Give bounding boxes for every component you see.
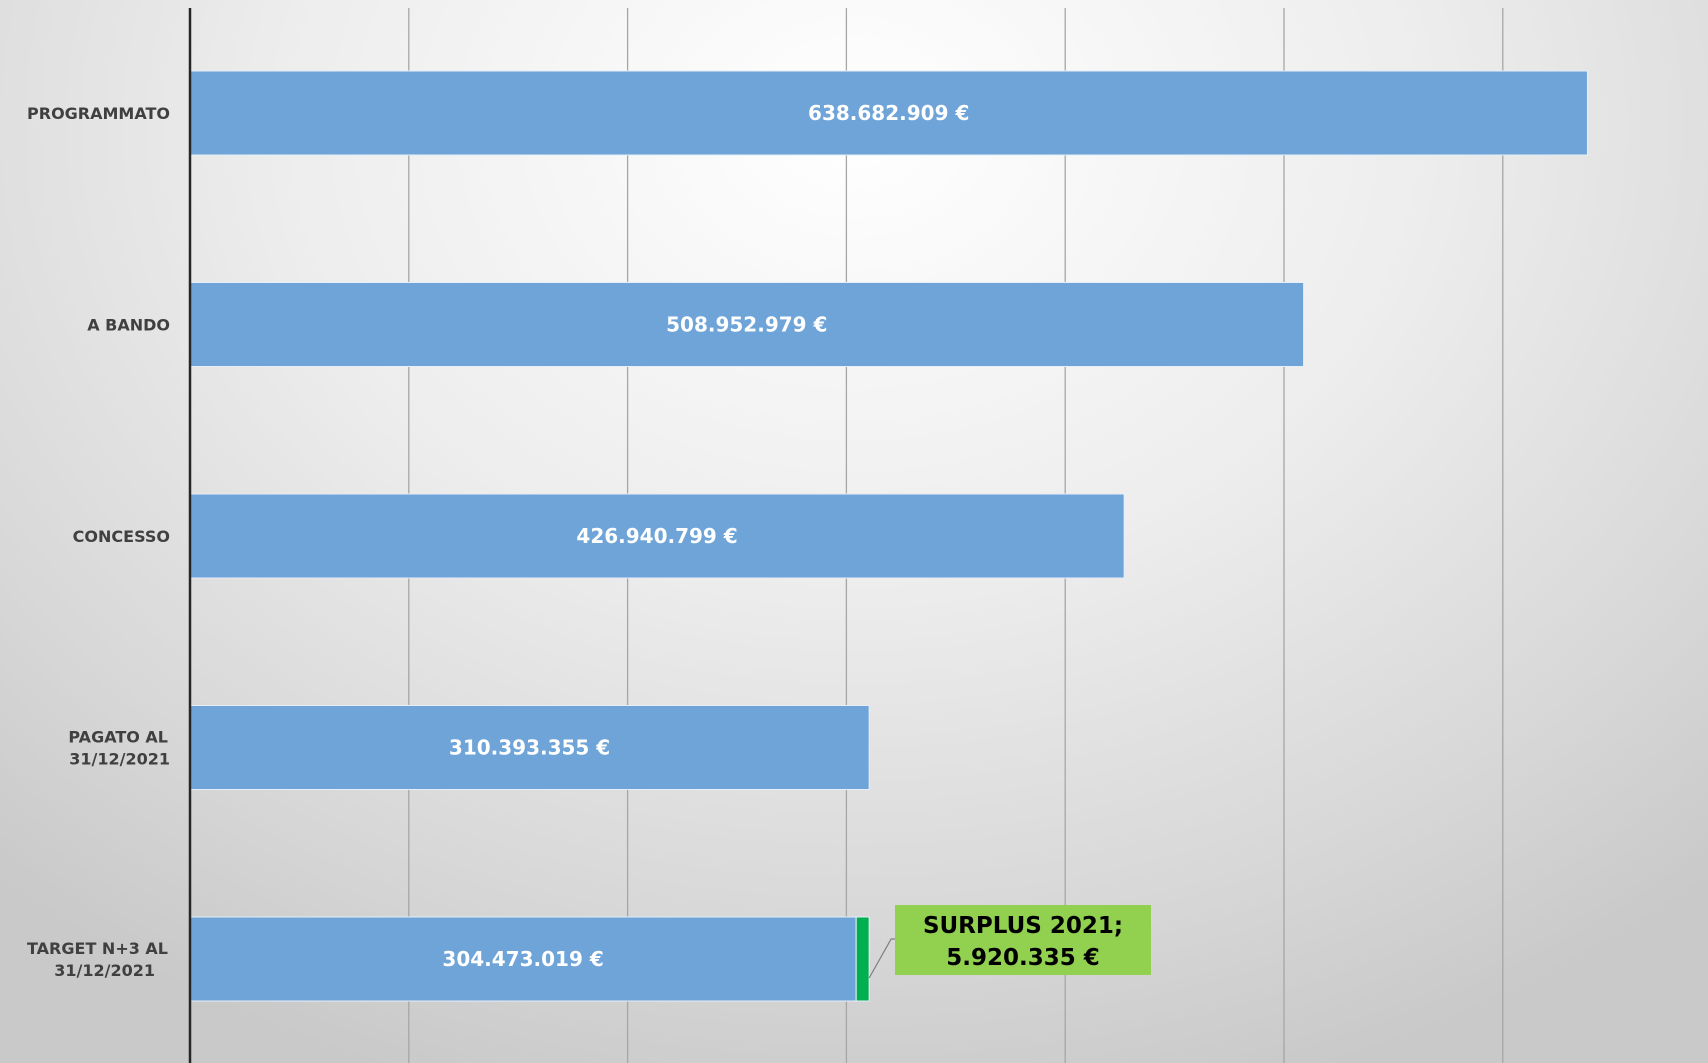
callout-leader-line xyxy=(868,938,895,979)
data-label: 310.393.355 € xyxy=(449,736,610,760)
bar xyxy=(189,282,1305,367)
data-label: 426.940.799 € xyxy=(576,524,737,548)
callout-label: 5.920.335 € xyxy=(946,945,1100,971)
category-label: A BANDO xyxy=(87,316,170,335)
category-label-line: TARGET N+3 AL xyxy=(27,939,168,958)
category-label-line: 31/12/2021 xyxy=(69,750,170,769)
surplus-bar xyxy=(855,916,870,1002)
data-label: 304.473.019 € xyxy=(442,947,603,971)
bar xyxy=(189,916,857,1002)
category-label: TARGET N+3 AL 31/12/2021 xyxy=(27,939,168,980)
bar xyxy=(189,705,870,790)
category-labels: PROGRAMMATO A BANDO CONCESSO PAGATO AL 31/12… xyxy=(27,104,170,980)
category-label: PAGATO AL 31/12/2021 xyxy=(68,728,170,769)
category-label: PROGRAMMATO xyxy=(27,104,170,123)
category-label-line: 31/12/2021 xyxy=(54,961,155,980)
bar xyxy=(189,493,1125,579)
callout-box xyxy=(895,905,1151,975)
callout-label: SURPLUS 2021; xyxy=(923,913,1123,939)
data-labels: 638.682.909 € 508.952.979 € 426.940.799 € 3… xyxy=(442,101,969,971)
category-label: CONCESSO xyxy=(73,527,170,546)
data-label: 638.682.909 € xyxy=(808,101,969,125)
bars xyxy=(189,70,1588,1002)
surplus-callout: SURPLUS 2021; 5.920.335 € xyxy=(868,905,1151,979)
data-label: 508.952.979 € xyxy=(666,313,827,337)
category-label-line: PAGATO AL xyxy=(68,728,168,747)
bar xyxy=(189,70,1588,156)
